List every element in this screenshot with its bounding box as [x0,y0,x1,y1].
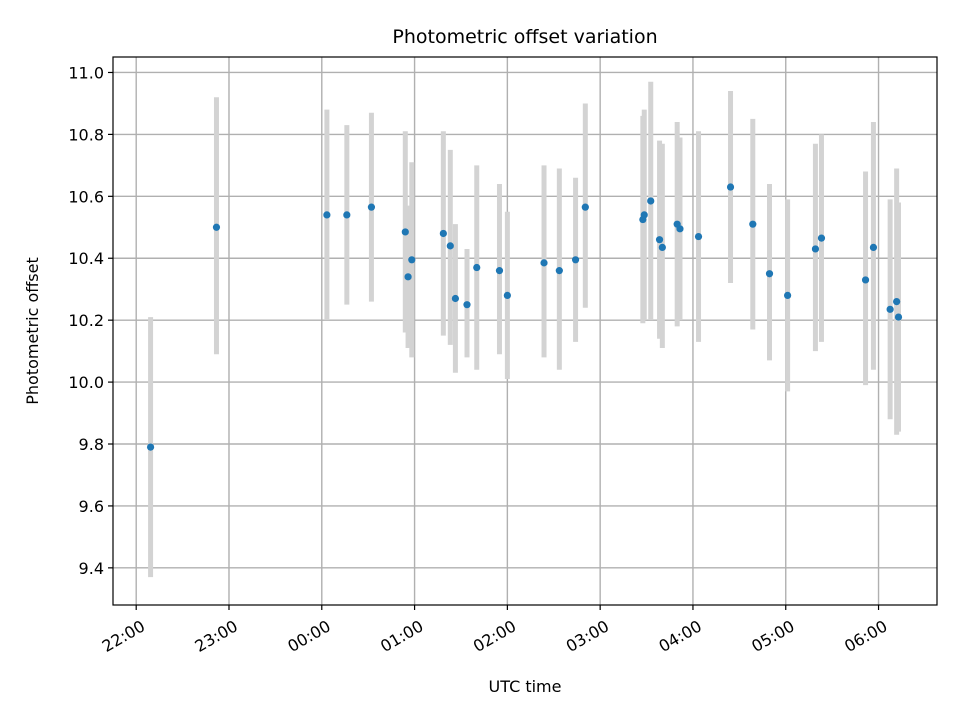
data-points [146,183,903,451]
data-point [658,243,666,252]
data-point [676,225,684,233]
y-tick-label: 9.6 [79,497,104,516]
data-point [640,211,648,219]
data-point [146,443,155,451]
data-point [811,245,820,253]
data-point [817,234,826,242]
data-point [869,243,878,252]
y-tick-label: 10.0 [68,373,104,392]
data-point [694,232,703,241]
data-point [323,211,331,219]
y-tick-label: 10.4 [68,249,104,268]
data-point [581,203,589,211]
data-point [404,273,412,281]
data-point [655,236,664,244]
data-point [765,270,774,278]
plot-frame [112,56,938,606]
y-tick-label: 10.6 [68,187,104,206]
data-point [540,259,548,267]
chart-title: Photometric offset variation [392,26,657,48]
x-axis-title: UTC time [489,677,562,696]
data-point [401,228,409,236]
data-point [367,203,376,211]
data-point [555,267,563,275]
data-point [212,223,221,231]
data-point [861,276,870,284]
y-tick-label: 9.8 [79,435,104,454]
data-point [463,301,471,309]
data-point [439,229,447,238]
data-point [503,291,511,299]
data-point [571,256,580,264]
y-tick-label: 10.8 [68,125,104,144]
data-point [886,305,894,313]
data-point [473,263,481,272]
data-point [749,220,757,228]
y-tick-label: 10.2 [68,311,104,330]
data-point [726,183,735,191]
data-point [495,267,504,275]
y-axis-title: Photometric offset [23,257,42,405]
data-point [894,313,903,321]
grid [113,57,937,605]
data-point [784,291,792,299]
data-point [408,256,416,264]
data-point [343,211,351,219]
y-tick-label: 9.4 [79,559,104,578]
data-point [446,242,454,250]
y-tick-label: 11.0 [68,63,104,82]
data-point [647,197,655,205]
data-point [893,297,901,306]
data-point [451,294,460,303]
